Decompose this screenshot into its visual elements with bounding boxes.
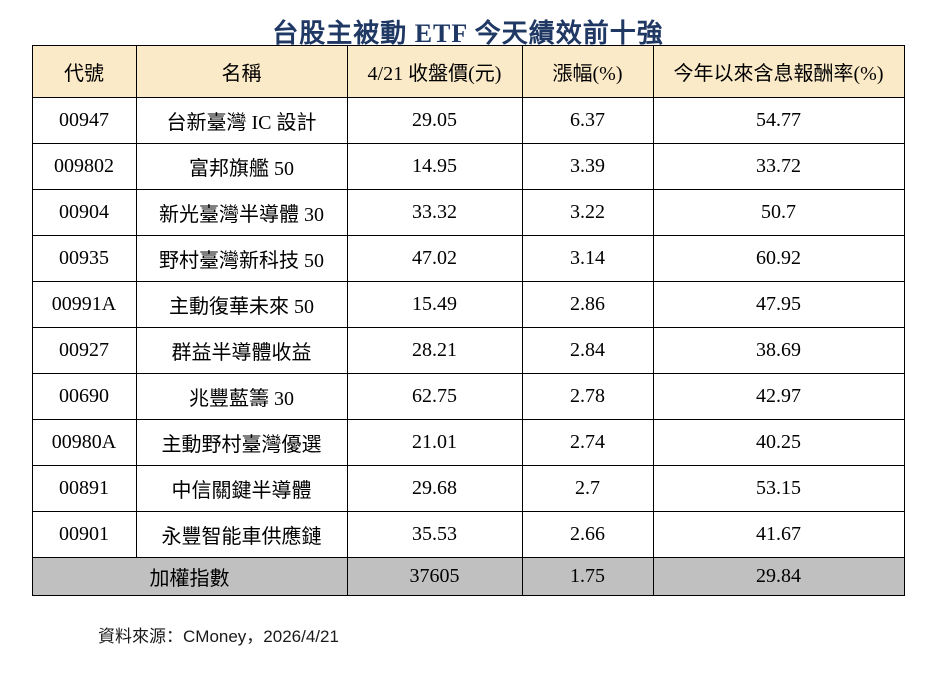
- cell-name: 主動野村臺灣優選: [135, 419, 348, 466]
- table-row: 00980A 主動野村臺灣優選 21.01 2.74 40.25: [31, 419, 905, 466]
- cell-return: 41.67: [652, 511, 905, 558]
- cell-code: 00947: [31, 97, 137, 144]
- header-row: 代號 名稱 4/21 收盤價(元) 漲幅(%) 今年以來含息報酬率(%): [31, 45, 905, 98]
- table-row: 00904 新光臺灣半導體 30 33.32 3.22 50.7: [31, 189, 905, 236]
- cell-name: 兆豐藍籌 30: [135, 373, 348, 420]
- cell-close: 29.05: [346, 97, 523, 144]
- cell-return: 42.97: [652, 373, 905, 420]
- cell-name: 群益半導體收益: [135, 327, 348, 374]
- cell-return: 50.7: [652, 189, 905, 236]
- cell-code: 009802: [31, 143, 137, 190]
- cell-name: 新光臺灣半導體 30: [135, 189, 348, 236]
- table-row: 00947 台新臺灣 IC 設計 29.05 6.37 54.77: [31, 97, 905, 144]
- table-row: 00901 永豐智能車供應鏈 35.53 2.66 41.67: [31, 511, 905, 558]
- cell-close: 15.49: [346, 281, 523, 328]
- cell-code: 00980A: [31, 419, 137, 466]
- cell-return: 38.69: [652, 327, 905, 374]
- cell-code: 00690: [31, 373, 137, 420]
- table-row: 009802 富邦旗艦 50 14.95 3.39 33.72: [31, 143, 905, 190]
- cell-change: 3.39: [521, 143, 654, 190]
- cell-close: 28.21: [346, 327, 523, 374]
- cell-return: 40.25: [652, 419, 905, 466]
- cell-name: 台新臺灣 IC 設計: [135, 97, 348, 144]
- column-header-close: 4/21 收盤價(元): [346, 45, 523, 98]
- cell-name: 中信關鍵半導體: [135, 465, 348, 512]
- table-row: 00891 中信關鍵半導體 29.68 2.7 53.15: [31, 465, 905, 512]
- cell-return: 33.72: [652, 143, 905, 190]
- cell-name: 野村臺灣新科技 50: [135, 235, 348, 282]
- footer-change: 1.75: [521, 557, 654, 596]
- cell-change: 2.74: [521, 419, 654, 466]
- footer-return: 29.84: [652, 557, 905, 596]
- cell-close: 33.32: [346, 189, 523, 236]
- column-header-name: 名稱: [135, 45, 348, 98]
- column-header-change: 漲幅(%): [521, 45, 654, 98]
- cell-name: 永豐智能車供應鏈: [135, 511, 348, 558]
- footer-row-weighted-index: 加權指數 37605 1.75 29.84: [31, 557, 905, 596]
- cell-change: 2.78: [521, 373, 654, 420]
- page-title: 台股主被動 ETF 今天績效前十強: [272, 19, 664, 48]
- table-footer: 加權指數 37605 1.75 29.84: [31, 557, 905, 596]
- table-header: 代號 名稱 4/21 收盤價(元) 漲幅(%) 今年以來含息報酬率(%): [31, 45, 905, 98]
- cell-change: 3.14: [521, 235, 654, 282]
- cell-name: 富邦旗艦 50: [135, 143, 348, 190]
- cell-change: 2.66: [521, 511, 654, 558]
- table-row: 00690 兆豐藍籌 30 62.75 2.78 42.97: [31, 373, 905, 420]
- cell-close: 47.02: [346, 235, 523, 282]
- cell-change: 6.37: [521, 97, 654, 144]
- table-row: 00927 群益半導體收益 28.21 2.84 38.69: [31, 327, 905, 374]
- cell-close: 62.75: [346, 373, 523, 420]
- column-header-code: 代號: [31, 45, 137, 98]
- cell-change: 2.86: [521, 281, 654, 328]
- cell-return: 60.92: [652, 235, 905, 282]
- table-row: 00935 野村臺灣新科技 50 47.02 3.14 60.92: [31, 235, 905, 282]
- cell-code: 00904: [31, 189, 137, 236]
- etf-performance-table: 代號 名稱 4/21 收盤價(元) 漲幅(%) 今年以來含息報酬率(%) 009…: [31, 45, 905, 596]
- cell-return: 53.15: [652, 465, 905, 512]
- cell-close: 29.68: [346, 465, 523, 512]
- footer-label: 加權指數: [31, 557, 348, 596]
- data-source-note: 資料來源：CMoney，2026/4/21: [98, 627, 339, 646]
- cell-close: 14.95: [346, 143, 523, 190]
- cell-code: 00901: [31, 511, 137, 558]
- cell-return: 54.77: [652, 97, 905, 144]
- cell-close: 35.53: [346, 511, 523, 558]
- table-body: 00947 台新臺灣 IC 設計 29.05 6.37 54.77 009802…: [31, 97, 905, 558]
- cell-code: 00891: [31, 465, 137, 512]
- cell-return: 47.95: [652, 281, 905, 328]
- cell-change: 3.22: [521, 189, 654, 236]
- cell-code: 00991A: [31, 281, 137, 328]
- table-row: 00991A 主動復華未來 50 15.49 2.86 47.95: [31, 281, 905, 328]
- column-header-return: 今年以來含息報酬率(%): [652, 45, 905, 98]
- cell-code: 00935: [31, 235, 137, 282]
- cell-change: 2.84: [521, 327, 654, 374]
- footer-close: 37605: [346, 557, 523, 596]
- cell-name: 主動復華未來 50: [135, 281, 348, 328]
- cell-change: 2.7: [521, 465, 654, 512]
- cell-code: 00927: [31, 327, 137, 374]
- cell-close: 21.01: [346, 419, 523, 466]
